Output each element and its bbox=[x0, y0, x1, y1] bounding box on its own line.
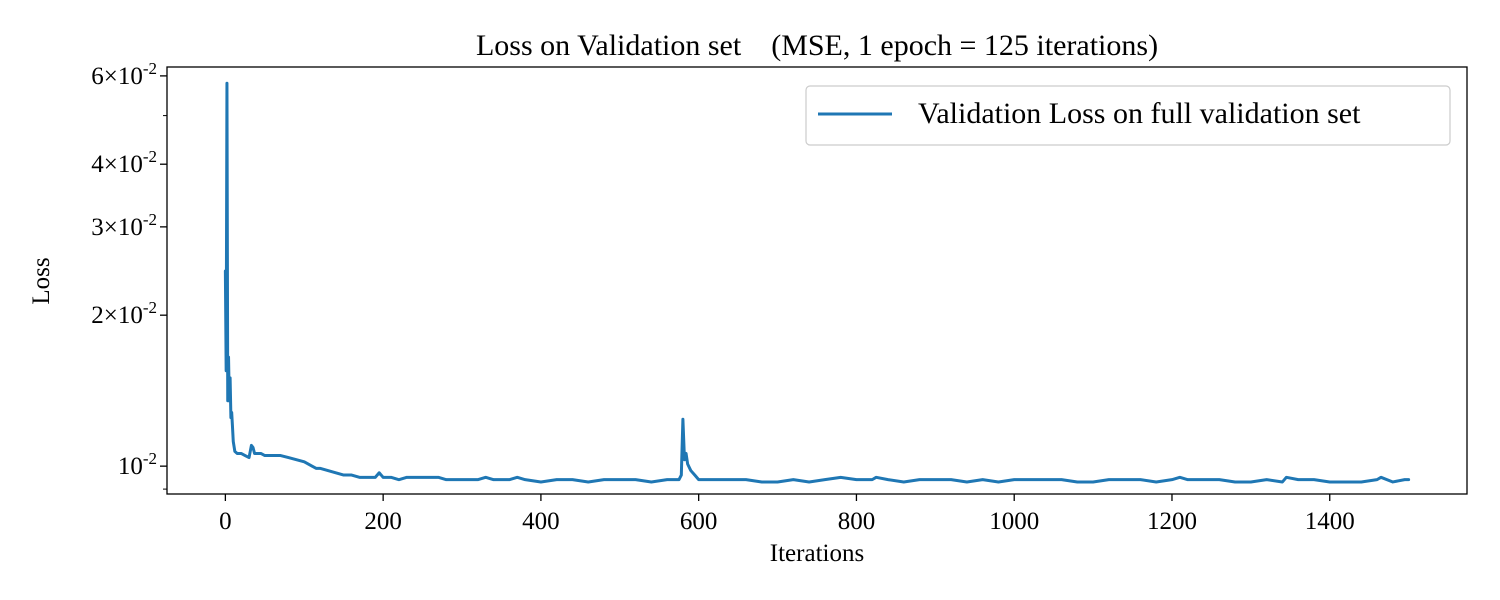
y-tick-label: 3×10-2 bbox=[91, 210, 157, 241]
y-tick-label: 10-2 bbox=[118, 449, 157, 480]
series-layer bbox=[223, 81, 1411, 484]
x-tick-label: 800 bbox=[838, 508, 876, 535]
x-tick-label: 1200 bbox=[1147, 508, 1197, 535]
chart-title: Loss on Validation set (MSE, 1 epoch = 1… bbox=[476, 29, 1158, 62]
legend-label: Validation Loss on full validation set bbox=[918, 97, 1361, 130]
x-axis-ticks: 0 200 400 600 800 1000 1200 1400 bbox=[219, 494, 1355, 535]
x-tick-label: 0 bbox=[219, 508, 232, 535]
y-tick-label: 6×10-2 bbox=[91, 59, 157, 90]
x-axis-label: Iterations bbox=[770, 540, 864, 567]
plot-frame bbox=[166, 66, 1468, 495]
y-axis-ticks: 10-2 2×10-2 3×10-2 4×10-2 6×10-2 bbox=[91, 59, 167, 490]
x-tick-label: 400 bbox=[522, 508, 560, 535]
validation-loss-line bbox=[223, 81, 1411, 484]
y-tick-label: 2×10-2 bbox=[91, 298, 157, 329]
x-tick-label: 600 bbox=[680, 508, 718, 535]
legend: Validation Loss on full validation set bbox=[805, 85, 1451, 146]
x-tick-label: 200 bbox=[364, 508, 402, 535]
y-tick-label: 4×10-2 bbox=[91, 147, 157, 178]
x-tick-label: 1400 bbox=[1305, 508, 1355, 535]
y-axis-label: Loss bbox=[28, 257, 55, 304]
legend-box bbox=[805, 85, 1451, 146]
x-tick-label: 1000 bbox=[989, 508, 1039, 535]
